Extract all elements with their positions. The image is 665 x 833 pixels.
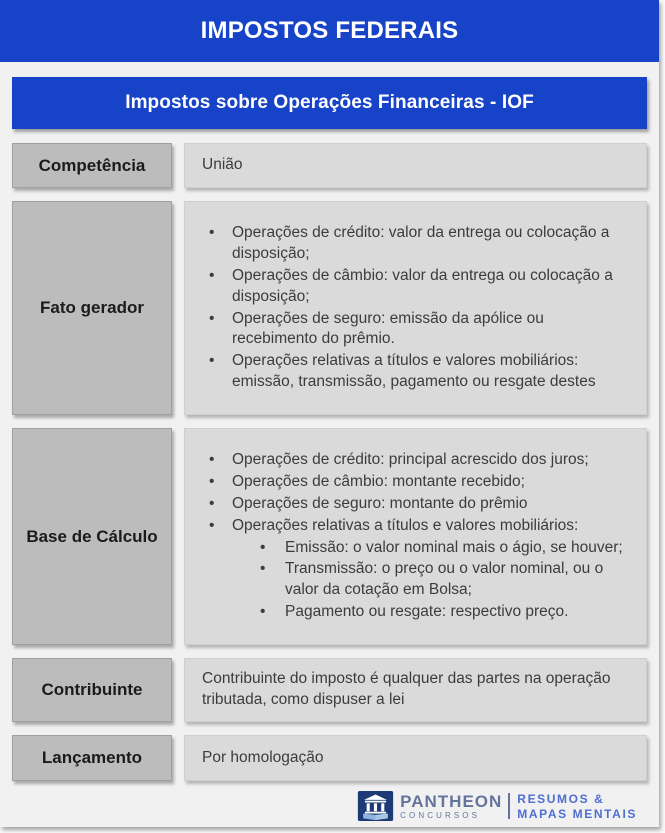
row-fato-gerador: Fato gerador Operações de crédito: valor…: [12, 201, 647, 415]
bullet-text: Operações de seguro: emissão da apólice …: [232, 309, 544, 348]
pantheon-logo: PANTHEON CONCURSOS RESUMOS & MAPAS MENTA…: [357, 791, 637, 821]
logo-tagline-line2: MAPAS MENTAIS: [517, 806, 637, 821]
bullet-item: Operações relativas a títulos e valores …: [185, 516, 632, 624]
main-header: IMPOSTOS FEDERAIS: [0, 0, 659, 62]
bullet-item: Operações de seguro: emissão da apólice …: [185, 309, 632, 351]
bullet-list: Operações de crédito: principal acrescid…: [185, 443, 646, 630]
content-cell-competencia: União: [184, 143, 647, 188]
bullet-text: Operações relativas a títulos e valores …: [232, 516, 579, 534]
sub-bullet-list: Emissão: o valor nominal mais o ágio, se…: [232, 538, 632, 624]
logo-divider: [508, 793, 511, 819]
content-cell-fato-gerador: Operações de crédito: valor da entrega o…: [184, 201, 647, 415]
content-cell-lancamento: Por homologação: [184, 735, 647, 781]
pantheon-temple-icon: [358, 791, 394, 821]
sub-header: Impostos sobre Operações Financeiras - I…: [12, 77, 647, 129]
bullet-text: Operações de câmbio: montante recebido;: [232, 472, 525, 490]
logo-tagline-block: RESUMOS & MAPAS MENTAIS: [517, 793, 637, 820]
row-lancamento: Lançamento Por homologação: [12, 735, 647, 781]
sub-bullet-item: Transmissão: o preço ou o valor nominal,…: [232, 559, 632, 601]
bullet-text: Operações de crédito: principal acrescid…: [232, 450, 589, 468]
content-cell-contribuinte: Contribuinte do imposto é qualquer das p…: [184, 658, 647, 722]
sub-header-title: Impostos sobre Operações Financeiras - I…: [125, 92, 534, 113]
row-text: Por homologação: [202, 748, 324, 766]
main-header-title: IMPOSTOS FEDERAIS: [200, 17, 459, 44]
bullet-text: Operações de seguro: montante do prêmio: [232, 494, 528, 512]
bullet-text: Operações relativas a títulos e valores …: [232, 352, 596, 391]
logo-name-block: PANTHEON CONCURSOS: [400, 793, 502, 820]
sub-bullet-item: Emissão: o valor nominal mais o ágio, se…: [232, 538, 632, 559]
row-label: Lançamento: [41, 748, 143, 767]
row-base-de-calculo: Base de Cálculo Operações de crédito: pr…: [12, 428, 647, 645]
row-text: União: [202, 156, 243, 174]
bullet-text: Operações de câmbio: valor da entrega ou…: [232, 266, 613, 305]
label-cell-base-de-calculo: Base de Cálculo: [12, 428, 172, 645]
footer: PANTHEON CONCURSOS RESUMOS & MAPAS MENTA…: [0, 789, 637, 823]
bullet-item: Operações de seguro: montante do prêmio: [185, 494, 632, 515]
row-contribuinte: Contribuinte Contribuinte do imposto é q…: [12, 658, 647, 722]
bullet-list: Operações de crédito: valor da entrega o…: [185, 216, 646, 400]
bullet-item: Operações de crédito: valor da entrega o…: [185, 223, 632, 265]
row-label: Fato gerador: [40, 298, 144, 317]
content-cell-base-de-calculo: Operações de crédito: principal acrescid…: [184, 428, 647, 645]
label-cell-fato-gerador: Fato gerador: [12, 201, 172, 415]
bullet-item: Operações de câmbio: valor da entrega ou…: [185, 266, 632, 308]
bullet-item: Operações relativas a títulos e valores …: [185, 351, 632, 393]
row-text: Contribuinte do imposto é qualquer das p…: [202, 670, 611, 708]
row-label: Contribuinte: [41, 680, 143, 699]
sub-bullet-item: Pagamento ou resgate: respectivo preço.: [232, 602, 632, 623]
row-label: Base de Cálculo: [26, 526, 158, 546]
logo-brand-name: PANTHEON: [400, 791, 503, 811]
row-competencia: Competência União: [12, 143, 647, 188]
bullet-item: Operações de crédito: principal acrescid…: [185, 450, 632, 471]
row-label: Competência: [38, 155, 146, 175]
label-cell-contribuinte: Contribuinte: [12, 658, 172, 722]
label-cell-lancamento: Lançamento: [12, 735, 172, 781]
logo-brand-sub: CONCURSOS: [400, 810, 481, 820]
bullet-text: Operações de crédito: valor da entrega o…: [232, 223, 610, 262]
logo-tagline-line1: RESUMOS &: [517, 791, 605, 806]
label-cell-competencia: Competência: [12, 143, 172, 188]
bullet-item: Operações de câmbio: montante recebido;: [185, 472, 632, 493]
